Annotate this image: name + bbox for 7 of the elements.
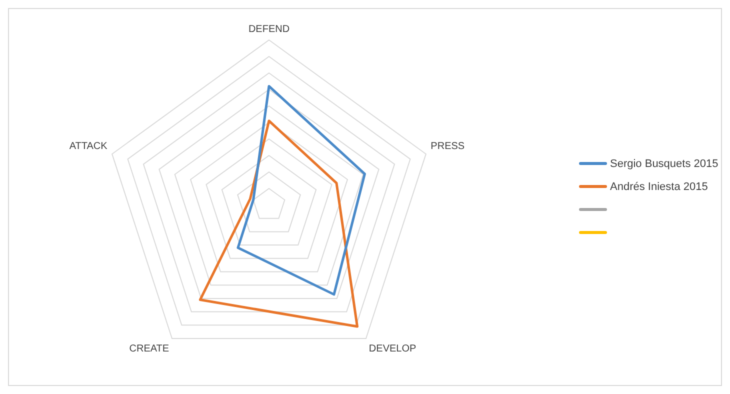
spoke-label: PRESS bbox=[430, 141, 465, 152]
spoke-label: DEFEND bbox=[248, 24, 290, 35]
legend-label: Sergio Busquets 2015 bbox=[610, 158, 718, 170]
spoke-label: DEVELOP bbox=[368, 343, 416, 354]
spoke-label: CREATE bbox=[129, 343, 170, 354]
spoke-label: ATTACK bbox=[69, 141, 108, 152]
legend-label: Andrés Iniesta 2015 bbox=[610, 180, 708, 192]
